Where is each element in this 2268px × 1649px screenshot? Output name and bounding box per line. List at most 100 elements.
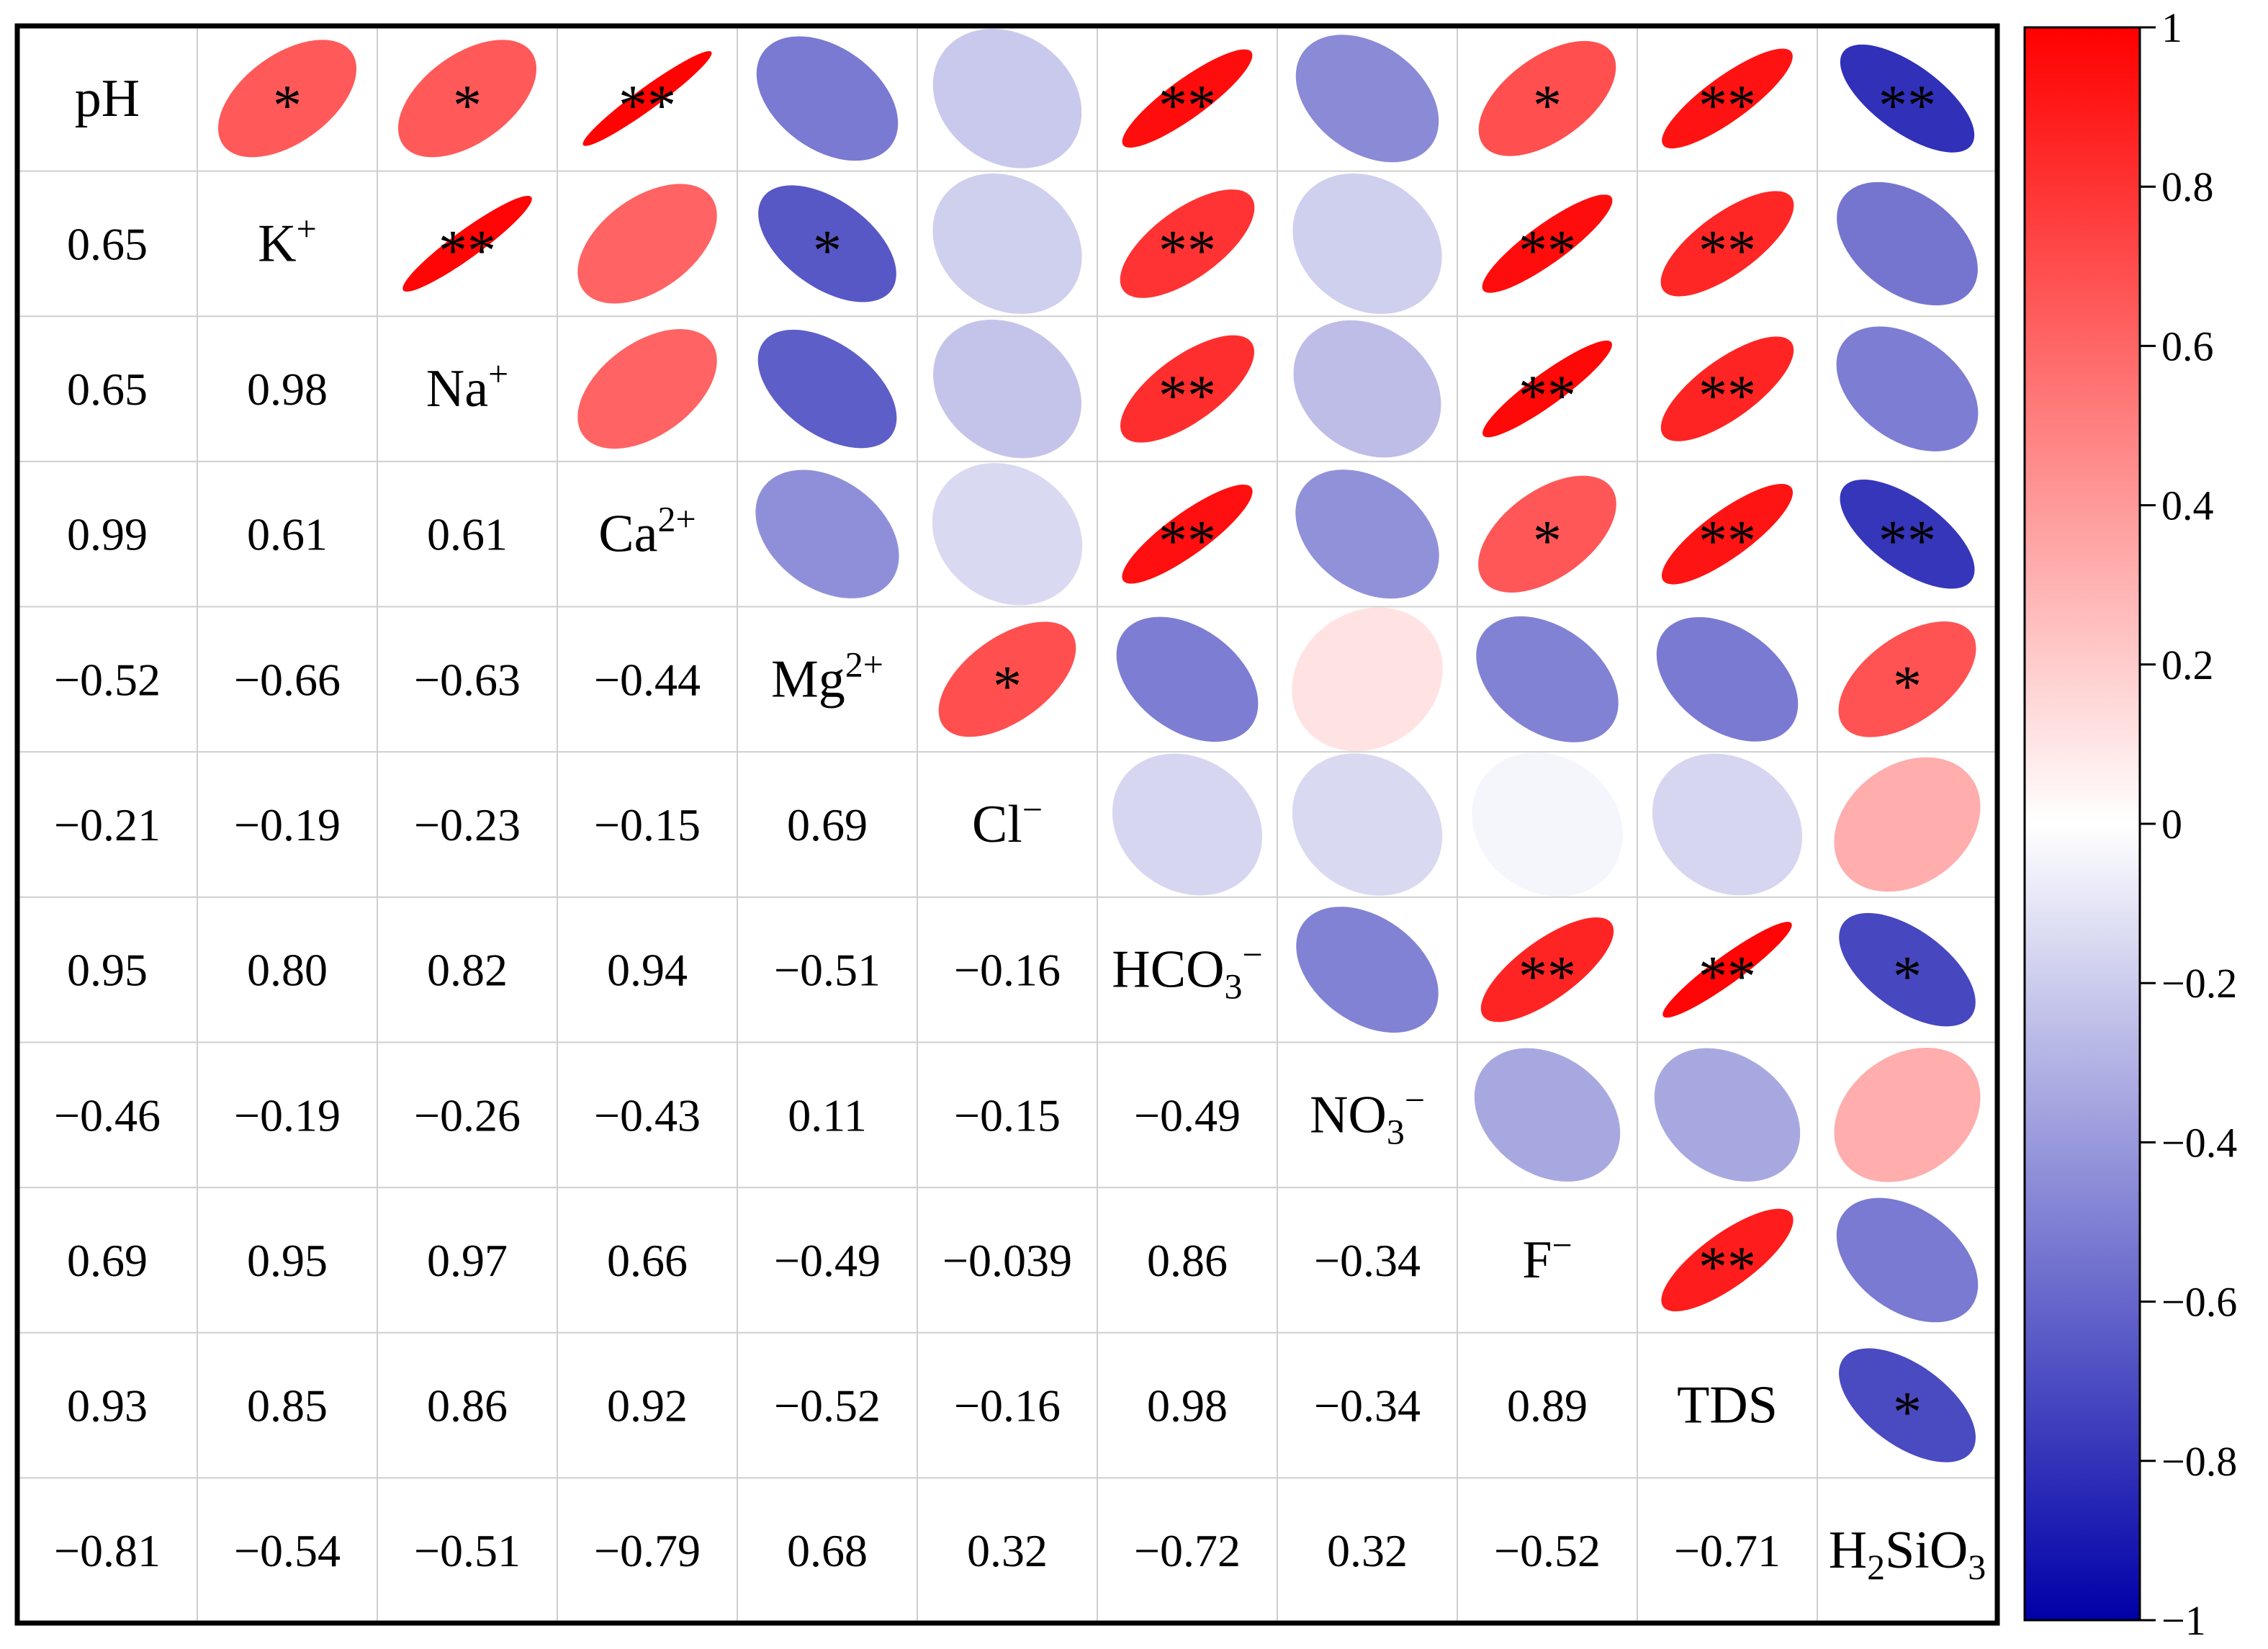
variable-label-base: Mg: [771, 650, 845, 709]
correlation-value: 0.65: [67, 364, 148, 415]
significance-marker: **: [1518, 219, 1576, 282]
variable-label-base: Cl: [972, 795, 1022, 854]
variable-label-superscript: −: [1405, 1079, 1425, 1120]
correlation-value: 0.65: [67, 218, 148, 269]
variable-label: H2SiO3: [1829, 1521, 1986, 1587]
correlation-value: −0.34: [1314, 1235, 1421, 1286]
significance-marker: **: [1158, 74, 1216, 138]
variable-label: Cl−: [972, 789, 1043, 854]
significance-marker: **: [618, 74, 676, 138]
colorbar-tick-label: −0.6: [2161, 1279, 2237, 1326]
correlation-ellipse: [1660, 336, 1794, 441]
significance-marker: **: [1158, 219, 1216, 282]
correlation-ellipse: [1292, 173, 1442, 314]
correlation-value: 0.93: [67, 1380, 148, 1432]
correlation-value: 0.80: [247, 945, 328, 996]
significance-marker: **: [1698, 219, 1756, 282]
correlation-ellipse: [1116, 616, 1259, 742]
variable-label: K+: [258, 208, 317, 273]
variable-label: NO3−: [1310, 1079, 1425, 1151]
variable-label: Ca2+: [598, 499, 696, 564]
colorbar-tick-label: 0.6: [2161, 323, 2214, 369]
matrix-grid: [17, 26, 1997, 1623]
variable-label: TDS: [1677, 1376, 1778, 1435]
correlation-ellipse: [1840, 44, 1975, 153]
correlation-ellipse: [577, 329, 717, 449]
correlation-value: −0.21: [54, 799, 161, 850]
significance-marker: *: [1893, 1381, 1922, 1444]
colorbar-tick-label: −1: [2161, 1597, 2206, 1644]
colorbar: −1 −0.8 −0.6 −0.4 −0.2 0 0.2 0.4 0.6 0.8 1: [2023, 4, 2237, 1644]
variable-label: HCO3−: [1112, 935, 1262, 1007]
correlation-ellipse: [1112, 753, 1263, 896]
significance-marker: *: [1893, 945, 1922, 1009]
correlation-ellipse: [1834, 1047, 1981, 1182]
correlation-value: −0.15: [954, 1089, 1061, 1141]
correlation-ellipse: [1652, 753, 1803, 896]
correlation-value: −0.51: [774, 945, 881, 996]
correlation-ellipse: [1656, 616, 1799, 742]
correlation-ellipse: [758, 185, 896, 302]
variable-label-base: Ca: [598, 505, 657, 564]
significance-marker: **: [1158, 510, 1216, 573]
correlation-ellipse: [1834, 757, 1981, 892]
correlation-ellipse: [932, 463, 1083, 606]
correlation-ellipse: [1662, 922, 1792, 1018]
significance-marker: **: [1698, 1236, 1756, 1299]
variable-label-base: F: [1522, 1231, 1552, 1290]
correlation-ellipse: [1661, 483, 1794, 585]
correlation-value: 0.82: [427, 945, 508, 996]
significance-marker: **: [1698, 945, 1756, 1009]
correlation-ellipse: [1662, 48, 1793, 149]
correlation-value: −0.26: [414, 1089, 521, 1141]
colorbar-gradient: [2023, 26, 2141, 1622]
significance-marker: **: [1698, 74, 1756, 138]
correlation-ellipse: [932, 173, 1082, 314]
correlation-value: 0.69: [787, 799, 868, 850]
correlation-ellipse: [1122, 484, 1253, 584]
colorbar-tick-label: 0.4: [2161, 482, 2214, 529]
variable-label-subscript: 3: [1968, 1547, 1986, 1587]
correlation-value: −0.66: [234, 654, 341, 705]
variable-label-superscript: +: [297, 208, 317, 248]
colorbar-tick-label: −0.8: [2161, 1438, 2237, 1485]
colorbar-tick-label: 0: [2161, 801, 2182, 848]
correlation-value: 0.86: [1147, 1235, 1228, 1286]
correlation-ellipse: [757, 329, 897, 449]
significance-marker: **: [1878, 510, 1936, 573]
significance-marker: **: [438, 219, 496, 282]
correlation-value: 0.92: [607, 1380, 688, 1432]
correlation-value: 0.97: [427, 1235, 508, 1286]
significance-marker: *: [1533, 74, 1562, 138]
correlation-ellipse: [1476, 616, 1619, 742]
correlation-ellipse: [402, 195, 532, 292]
correlation-ellipse: [1478, 40, 1616, 156]
correlation-value: −0.49: [774, 1235, 881, 1286]
variable-label-base: Na: [426, 359, 488, 418]
correlation-value: −0.52: [1494, 1525, 1601, 1576]
correlation-value: −0.72: [1134, 1525, 1241, 1576]
correlation-value: 0.86: [427, 1380, 508, 1432]
correlation-value: −0.79: [594, 1525, 701, 1576]
significance-marker: **: [1698, 510, 1756, 573]
variable-label-base: pH: [75, 69, 140, 128]
correlation-value: −0.54: [234, 1525, 341, 1576]
correlation-ellipse: [1482, 194, 1613, 293]
correlation-ellipse: [1478, 475, 1616, 593]
correlation-value: 0.94: [607, 945, 688, 996]
variable-label-superscript: 2+: [658, 499, 696, 539]
correlation-ellipse: [1120, 335, 1254, 443]
correlation-ellipse: [1839, 912, 1976, 1027]
variable-label: F−: [1522, 1225, 1572, 1290]
correlation-value: −0.52: [54, 654, 161, 705]
correlation-value: −0.71: [1674, 1525, 1781, 1576]
variable-label-subscript: 3: [1225, 966, 1243, 1007]
significance-marker: *: [813, 219, 842, 282]
correlation-value: 0.68: [787, 1525, 868, 1576]
variable-label-base: TDS: [1677, 1376, 1778, 1435]
colorbar-tick-label: 1: [2161, 4, 2182, 51]
variable-label-superscript: −: [1243, 935, 1263, 975]
correlation-value: −0.23: [414, 799, 521, 850]
